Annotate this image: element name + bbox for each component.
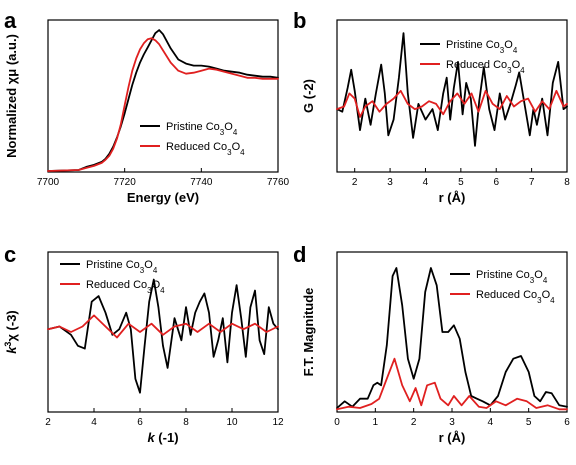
x-tick-label: 3 [387, 177, 393, 188]
y-axis-label: Normalized χμ (a.u.) [4, 34, 19, 158]
legend-entry: Reduced Co3O4 [446, 59, 525, 75]
x-tick-label: 6 [137, 417, 143, 428]
legend: Pristine Co3O4 Reduced Co3O4 [420, 39, 525, 75]
x-tick-label: 7 [529, 177, 535, 188]
x-axis-label: r (Å) [439, 190, 466, 205]
x-tick-label: 10 [226, 417, 238, 428]
panel-letter: b [293, 8, 306, 33]
legend: Pristine Co3O4 Reduced Co3O4 [140, 121, 245, 157]
x-axis-label: r (Å) [439, 430, 466, 445]
x-tick-label: 7760 [267, 177, 290, 188]
series-line-reduced [47, 37, 279, 172]
x-tick-label: 7700 [37, 177, 60, 188]
x-tick-label: 8 [183, 417, 189, 428]
legend: Pristine Co3O4 Reduced Co3O4 [450, 269, 555, 305]
plot-frame [47, 19, 279, 173]
panel-c: c 2 4 6 8 10 12 k (-1) k3χ (-3) Pristine Co3O4 Red… [3, 242, 284, 445]
panel-d: d 0 1 2 3 4 5 6 r (Å) F.T. Magnitude Pristine Co3O… [293, 242, 570, 445]
x-tick-label: 0 [334, 417, 340, 428]
x-tick-label: 5 [458, 177, 464, 188]
panel-a: a 7700 7720 7740 7760 Energy (eV) Normalized χ… [4, 8, 290, 205]
series-line-pristine [47, 29, 279, 172]
x-tick-label: 3 [449, 417, 455, 428]
legend-entry: Pristine Co3O4 [166, 121, 238, 137]
x-tick-label: 4 [423, 177, 429, 188]
x-axis-label: Energy (eV) [127, 190, 199, 205]
legend-entry: Pristine Co3O4 [476, 269, 548, 285]
panel-letter: a [4, 8, 17, 33]
y-axis-label: k3χ (-3) [3, 310, 19, 354]
series-line-reduced [336, 357, 568, 411]
x-tick-label: 2 [352, 177, 358, 188]
legend-entry: Pristine Co3O4 [86, 259, 158, 275]
series-line-pristine [336, 267, 568, 409]
panel-b: b 2 3 4 5 6 7 8 r (Å) G (-2) Pristine Co3O4 Reduced… [293, 8, 570, 205]
y-axis-label: F.T. Magnitude [301, 288, 316, 377]
x-tick-label: 4 [91, 417, 97, 428]
x-tick-label: 2 [411, 417, 417, 428]
x-tick-label: 6 [564, 417, 570, 428]
x-tick-label: 12 [272, 417, 284, 428]
legend: Pristine Co3O4 Reduced Co3O4 [60, 259, 165, 295]
legend-entry: Reduced Co3O4 [166, 141, 245, 157]
x-tick-label: 2 [45, 417, 51, 428]
x-tick-label: 1 [373, 417, 379, 428]
series-line-reduced [47, 314, 279, 339]
y-axis-label: G (-2) [301, 79, 316, 113]
panel-letter: c [4, 242, 16, 267]
x-tick-label: 7740 [190, 177, 213, 188]
series-line-pristine [336, 32, 568, 147]
plot-frame [47, 251, 279, 413]
plot-frame [336, 19, 568, 173]
x-tick-label: 7720 [114, 177, 137, 188]
x-tick-label: 4 [488, 417, 494, 428]
x-tick-label: 6 [493, 177, 499, 188]
x-tick-label: 5 [526, 417, 532, 428]
x-axis-label: k (-1) [147, 430, 178, 445]
panel-letter: d [293, 242, 306, 267]
legend-entry: Reduced Co3O4 [476, 289, 555, 305]
legend-entry: Pristine Co3O4 [446, 39, 518, 55]
series-line-reduced [336, 89, 568, 118]
x-tick-label: 8 [564, 177, 570, 188]
series-line-pristine [47, 278, 279, 394]
legend-entry: Reduced Co3O4 [86, 279, 165, 295]
